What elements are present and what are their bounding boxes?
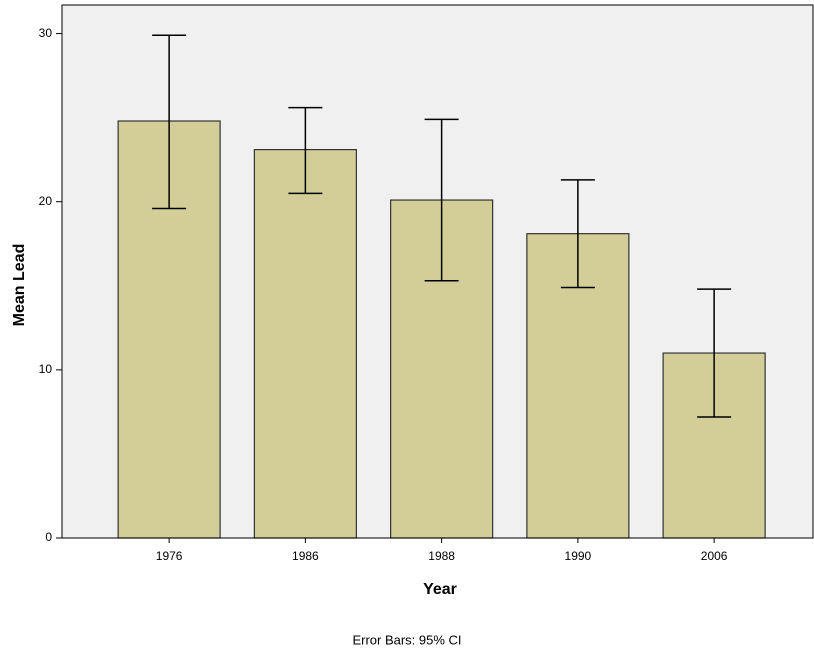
y-tick-label: 0 bbox=[45, 530, 52, 544]
footnote: Error Bars: 95% CI bbox=[352, 632, 461, 647]
x-tick-label: 1990 bbox=[565, 549, 592, 563]
x-axis-title: Year bbox=[423, 581, 457, 598]
x-tick-label: 1986 bbox=[292, 549, 319, 563]
x-tick-label: 1976 bbox=[156, 549, 183, 563]
y-tick-label: 10 bbox=[39, 362, 53, 376]
x-tick-label: 1988 bbox=[428, 549, 455, 563]
bar bbox=[253, 148, 357, 539]
x-tick-label: 2006 bbox=[701, 549, 728, 563]
y-tick-label: 20 bbox=[39, 194, 53, 208]
y-axis-title: Mean Lead bbox=[11, 244, 28, 327]
y-tick-label: 30 bbox=[39, 26, 53, 40]
